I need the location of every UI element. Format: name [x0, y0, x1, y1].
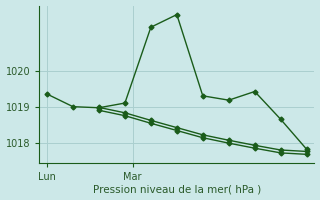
X-axis label: Pression niveau de la mer( hPa ): Pression niveau de la mer( hPa ) [93, 184, 261, 194]
